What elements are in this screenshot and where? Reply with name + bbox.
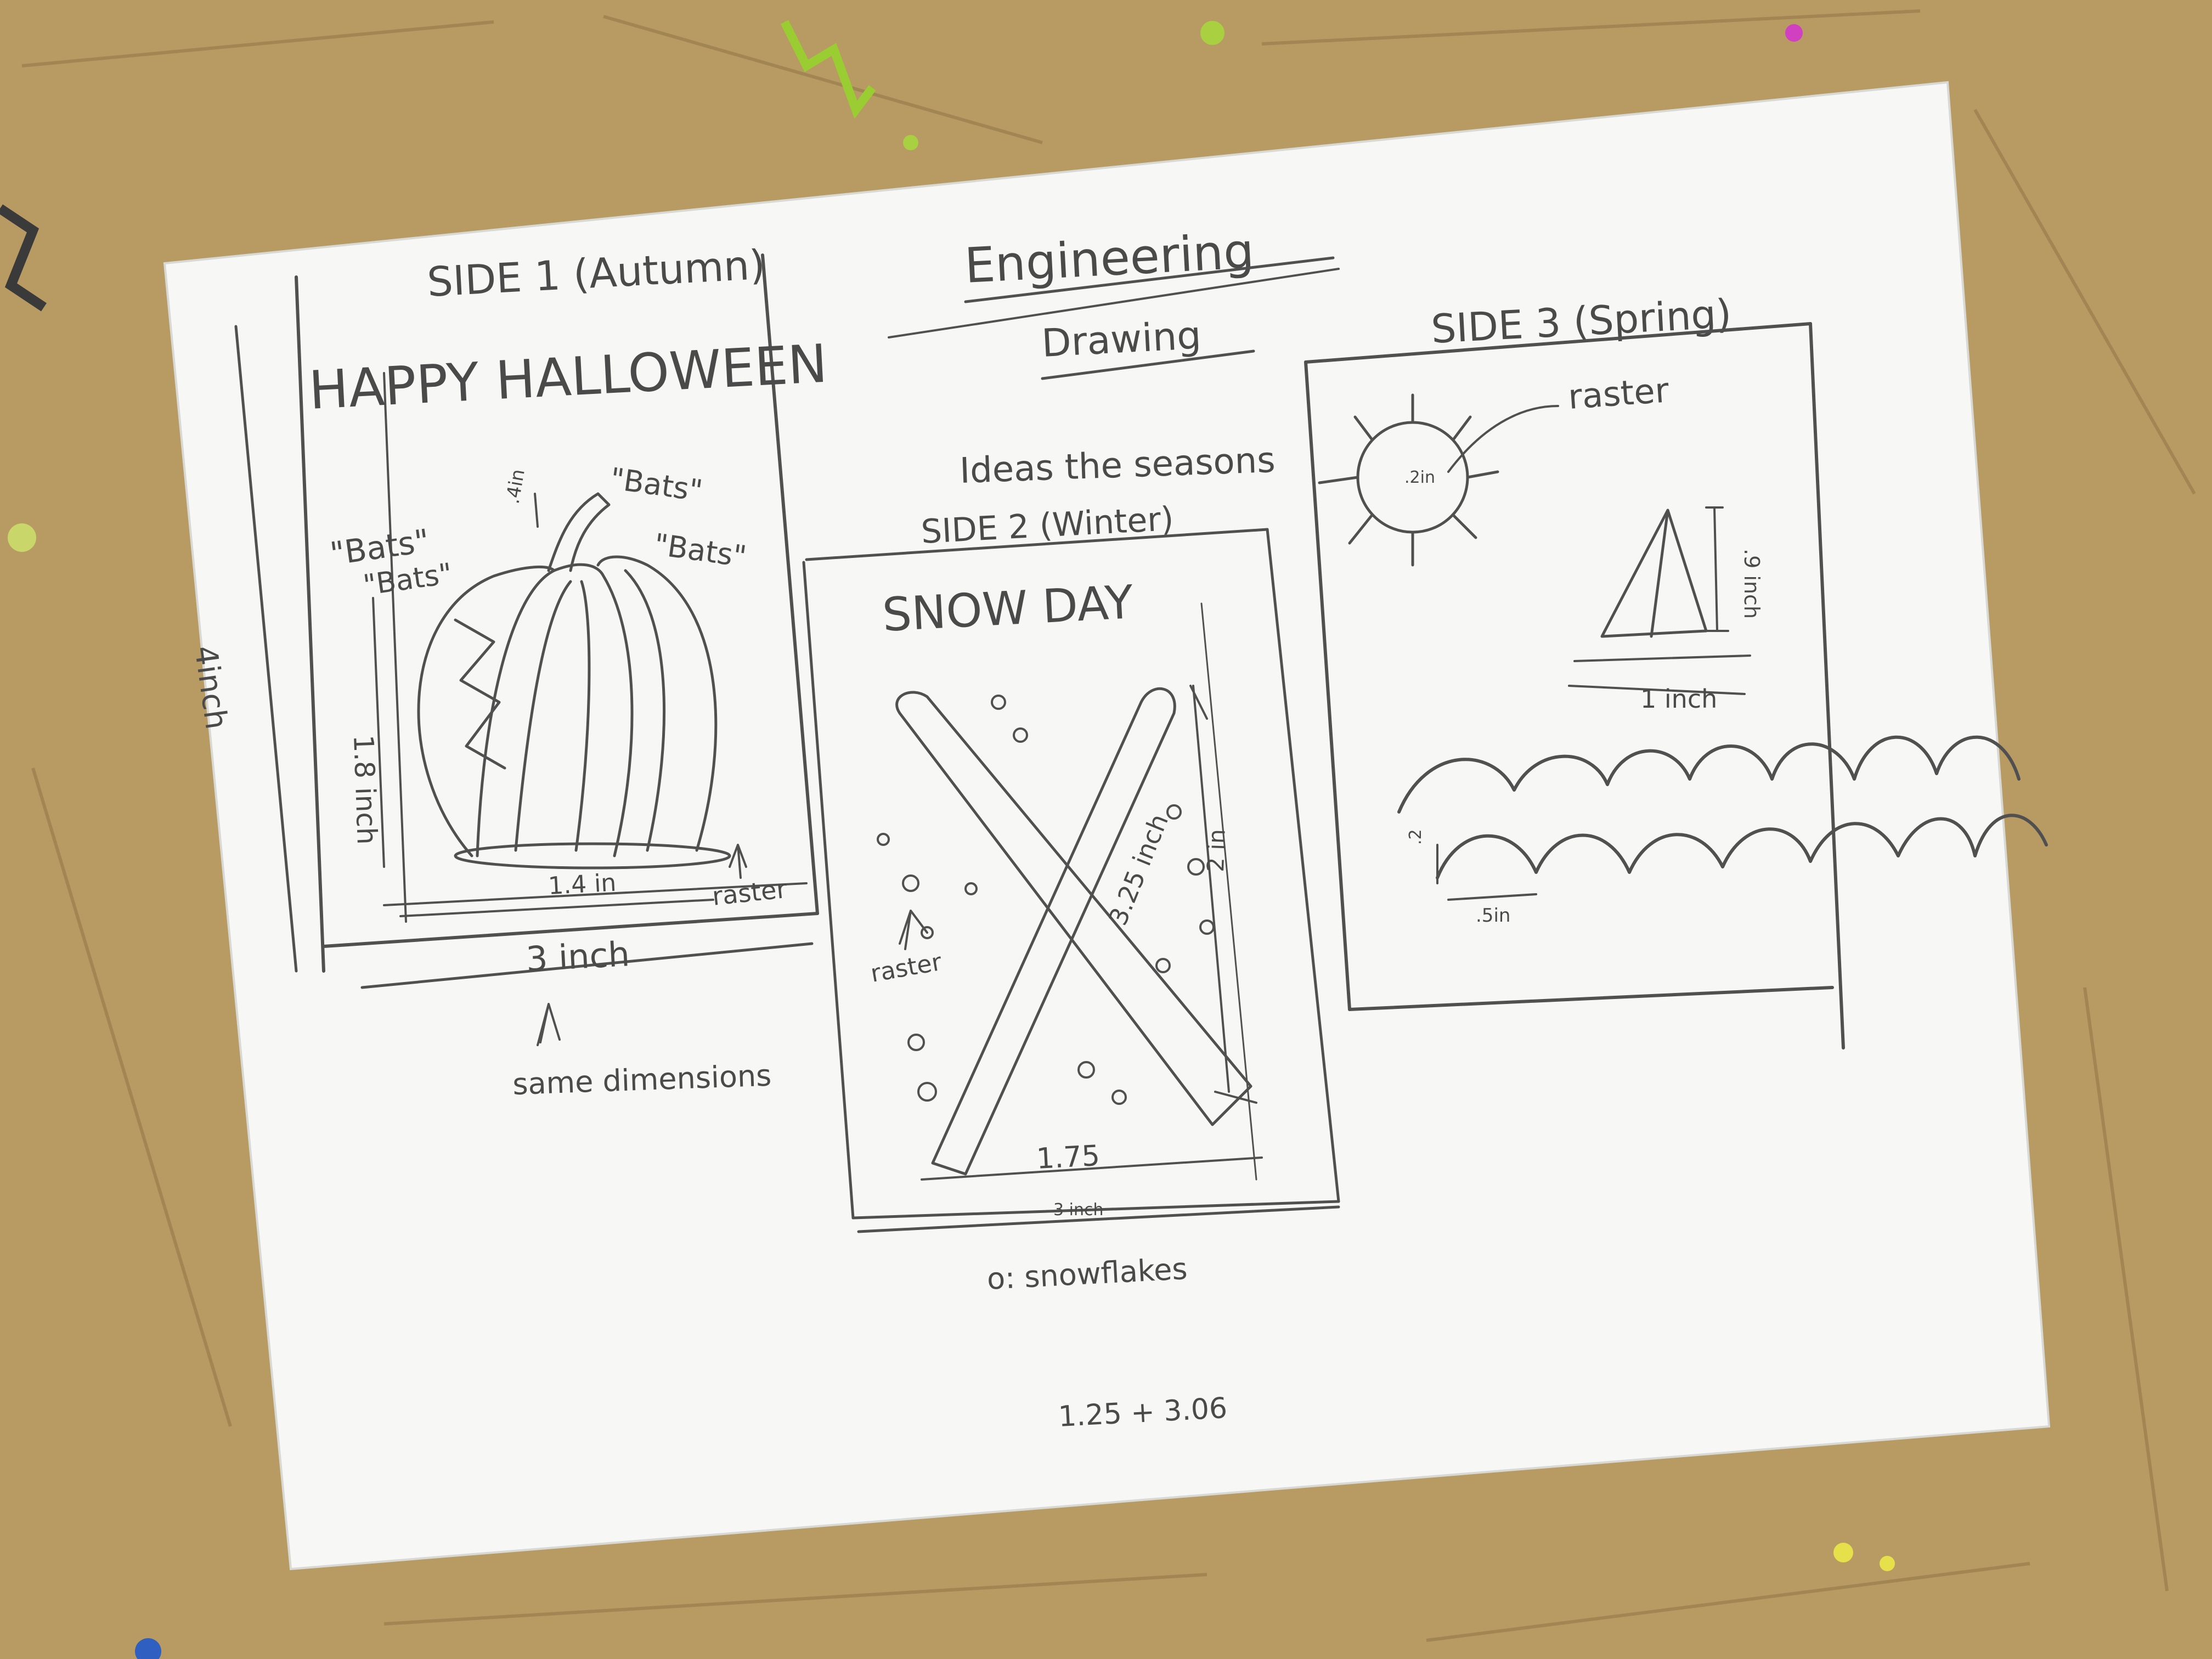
- sun-drawing: [1318, 393, 1499, 567]
- paper-sheet: [163, 81, 2051, 1571]
- pumpkin-drawing: [417, 492, 731, 870]
- side3-wave-width: .5in: [1476, 905, 1510, 927]
- side3-sail-height: .9 inch: [1740, 549, 1764, 619]
- snowflake-marks: [877, 695, 1215, 1105]
- side3-wave-height: .2: [1406, 829, 1425, 845]
- side2-ski-height: 2 in: [1202, 828, 1231, 872]
- sailboat-drawing: [1600, 509, 1708, 638]
- side2-banner: SNOW DAY: [881, 575, 1135, 642]
- side2-ski-width: 1.75: [1036, 1139, 1101, 1176]
- side3-raster-note: raster: [1567, 370, 1671, 417]
- title-line2: Drawing: [1041, 313, 1203, 366]
- side3-sun-radius: .2in: [1404, 468, 1435, 487]
- side1-width-dim: 1.4 in: [548, 869, 617, 900]
- waves-row-2: [1436, 814, 2048, 879]
- side1-height-dim: 1.8 inch: [347, 734, 383, 845]
- side1-outer-width: 3 inch: [525, 934, 631, 979]
- paint-splatters: [0, 20, 1895, 1659]
- side2-bottom-dim: 3 inch: [1053, 1200, 1103, 1220]
- crossed-skis-drawing: [895, 687, 1252, 1176]
- side3-boat-width: 1 inch: [1640, 684, 1717, 714]
- workbench-scratches: [21, 9, 2196, 1642]
- waves-row-1: [1397, 735, 2021, 814]
